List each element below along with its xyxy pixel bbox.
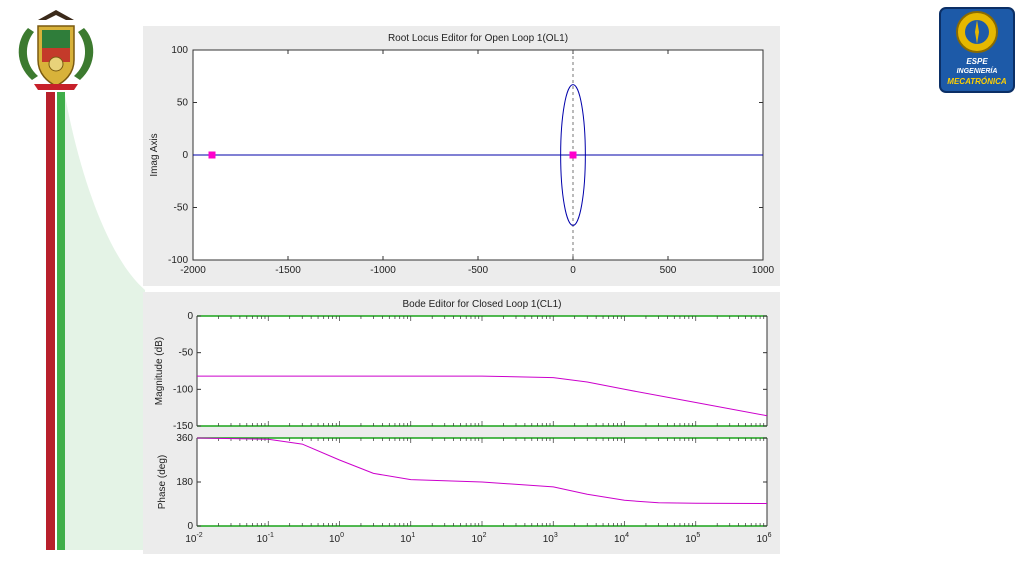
- y-tick-label: 100: [171, 45, 188, 56]
- magnitude-y-tick-label: -100: [173, 384, 193, 395]
- x-tick-label: 103: [543, 532, 558, 545]
- logo-text-ingenieria: INGENIERÍA: [957, 66, 998, 75]
- y-axis-label: Imag Axis: [149, 133, 160, 176]
- x-tick-label: -2000: [180, 265, 206, 276]
- y-tick-label: -100: [168, 255, 188, 266]
- x-tick-label: 100: [329, 532, 344, 545]
- x-tick-label: -500: [468, 265, 488, 276]
- red-vertical-bar: [46, 92, 55, 550]
- ellipse-locus-branch: [560, 84, 586, 226]
- magnitude-plot-area: [197, 316, 767, 426]
- pole-marker: [208, 151, 216, 159]
- x-tick-label: 1000: [752, 265, 775, 276]
- x-tick-label: 102: [471, 532, 486, 545]
- phase-y-tick-label: 180: [176, 477, 193, 488]
- magnitude-y-tick-label: -150: [173, 421, 193, 432]
- phase-y-tick-label: 0: [187, 521, 193, 532]
- logo-text-espe: ESPE: [966, 57, 988, 66]
- logo-text-mecatronica: MECATRÓNICA: [947, 77, 1007, 86]
- phase-y-tick-label: 360: [176, 433, 193, 444]
- y-tick-label: -50: [174, 203, 189, 214]
- root-locus-figure: Root Locus Editor for Open Loop 1(OL1) I…: [143, 26, 780, 286]
- y-tick-label: 50: [177, 98, 189, 109]
- x-tick-label: 106: [756, 532, 771, 545]
- bode-chart: Bode Editor for Closed Loop 1(CL1) Magni…: [154, 299, 772, 545]
- pole-marker: [569, 151, 577, 159]
- magnitude-y-tick-label: -50: [179, 348, 194, 359]
- phase-response-curve: [196, 437, 768, 504]
- x-tick-label: 105: [685, 532, 700, 545]
- chart-title: Bode Editor for Closed Loop 1(CL1): [403, 299, 562, 310]
- root-locus-chart: Root Locus Editor for Open Loop 1(OL1) I…: [149, 33, 775, 276]
- x-tick-label: 0: [570, 265, 576, 276]
- espe-mecatronica-logo-icon: ESPE INGENIERÍA MECATRÓNICA: [939, 7, 1015, 93]
- green-wedge-decoration: [64, 90, 145, 550]
- bode-figure: Bode Editor for Closed Loop 1(CL1) Magni…: [143, 292, 780, 554]
- x-tick-label: -1500: [275, 265, 301, 276]
- x-tick-label: 10-1: [257, 532, 274, 545]
- magnitude-axis-label: Magnitude (dB): [154, 337, 165, 405]
- x-tick-label: 101: [400, 532, 415, 545]
- green-vertical-bar: [57, 92, 65, 550]
- magnitude-response-curve: [197, 375, 768, 417]
- magnitude-y-tick-label: 0: [187, 311, 193, 322]
- chart-title: Root Locus Editor for Open Loop 1(OL1): [388, 33, 568, 44]
- x-tick-label: 500: [660, 265, 677, 276]
- phase-axis-label: Phase (deg): [157, 455, 168, 509]
- x-tick-label: 104: [614, 532, 629, 545]
- university-crest-icon: [18, 10, 94, 90]
- x-tick-label: -1000: [370, 265, 396, 276]
- y-tick-label: 0: [182, 150, 188, 161]
- x-tick-label: 10-2: [185, 532, 202, 545]
